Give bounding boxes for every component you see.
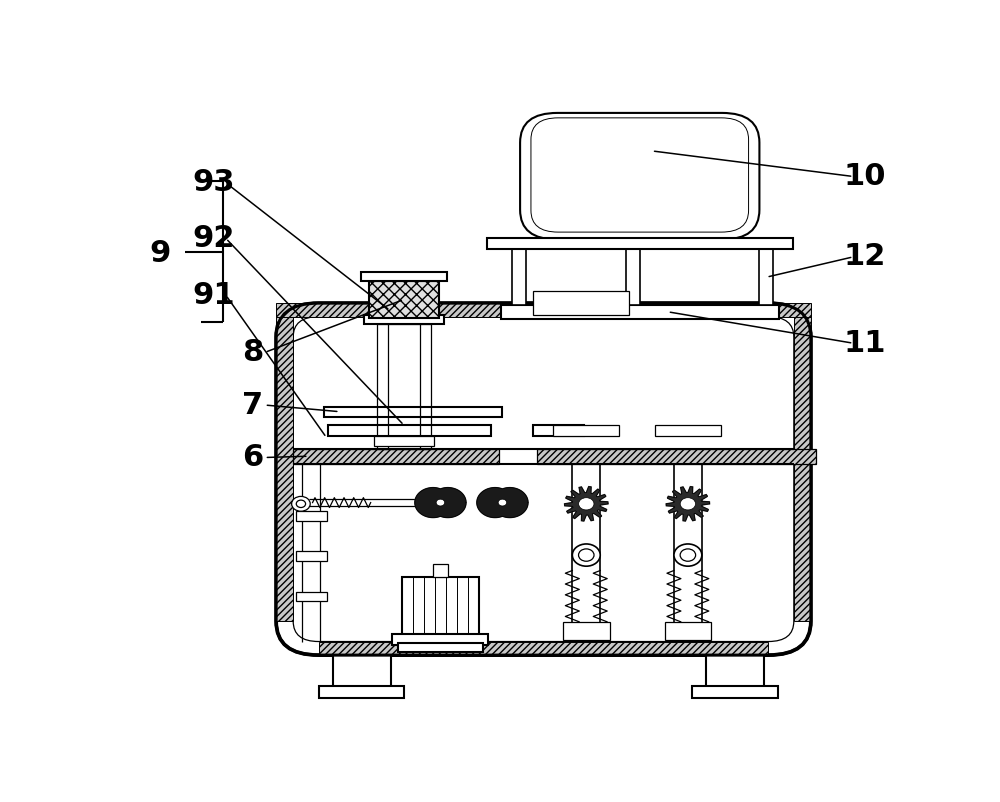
Bar [655, 425, 721, 436]
Text: 6: 6 [242, 443, 264, 472]
Circle shape [579, 549, 594, 561]
Bar [333, 654, 391, 695]
Circle shape [579, 498, 594, 510]
Bar [319, 686, 404, 699]
Circle shape [296, 500, 306, 508]
Polygon shape [477, 488, 528, 517]
Text: 12: 12 [844, 242, 886, 271]
Bar [626, 249, 640, 305]
Bar [533, 291, 629, 315]
Bar [487, 238, 793, 249]
Bar [402, 577, 479, 635]
Bar [392, 634, 488, 645]
Text: 8: 8 [242, 338, 264, 367]
Bar [364, 315, 444, 324]
Bar [361, 272, 447, 281]
Circle shape [680, 498, 696, 510]
Bar [665, 622, 711, 640]
Text: 92: 92 [193, 224, 235, 253]
Polygon shape [565, 487, 608, 521]
Bar [433, 565, 448, 577]
Text: 10: 10 [844, 162, 886, 191]
Bar [563, 622, 610, 640]
Circle shape [680, 549, 696, 561]
Bar [533, 425, 584, 436]
Circle shape [572, 544, 600, 566]
Circle shape [498, 499, 507, 506]
Polygon shape [666, 487, 710, 521]
Circle shape [674, 544, 702, 566]
Text: 93: 93 [193, 168, 235, 197]
FancyBboxPatch shape [276, 303, 811, 655]
Text: 11: 11 [844, 329, 886, 358]
Bar [293, 449, 499, 464]
Bar [759, 249, 773, 305]
Bar [794, 317, 811, 622]
Bar [553, 425, 619, 436]
Bar [706, 654, 764, 695]
Bar [328, 425, 491, 436]
Bar [369, 281, 439, 318]
Text: 9: 9 [149, 239, 171, 268]
Bar [537, 449, 816, 464]
Bar [296, 551, 326, 561]
FancyBboxPatch shape [520, 113, 759, 240]
Bar [692, 686, 778, 699]
Bar [501, 305, 779, 318]
Bar [296, 511, 326, 521]
Bar [374, 436, 434, 446]
Bar [319, 642, 768, 655]
Circle shape [292, 496, 310, 511]
Bar [296, 592, 326, 602]
Circle shape [436, 499, 445, 506]
Bar [398, 642, 483, 652]
Bar [276, 317, 293, 622]
Bar [324, 407, 502, 416]
Text: 91: 91 [193, 281, 235, 310]
Polygon shape [415, 488, 466, 517]
FancyBboxPatch shape [293, 317, 794, 642]
Bar [512, 249, 526, 305]
Bar [276, 303, 811, 317]
Text: 7: 7 [242, 391, 263, 419]
